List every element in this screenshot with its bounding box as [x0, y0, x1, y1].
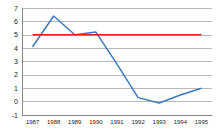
svg-text:1992: 1992 — [131, 119, 145, 125]
svg-text:1993: 1993 — [153, 119, 167, 125]
svg-text:4: 4 — [14, 45, 18, 52]
svg-text:1991: 1991 — [110, 119, 124, 125]
svg-text:1987: 1987 — [26, 119, 40, 125]
svg-text:1995: 1995 — [195, 119, 209, 125]
svg-text:2: 2 — [14, 71, 18, 78]
svg-text:7: 7 — [14, 5, 18, 12]
svg-text:5: 5 — [14, 31, 18, 38]
svg-text:-1: -1 — [12, 112, 18, 119]
svg-text:0: 0 — [14, 98, 18, 105]
svg-text:1: 1 — [14, 85, 18, 92]
svg-text:1990: 1990 — [89, 119, 103, 125]
svg-text:1988: 1988 — [47, 119, 61, 125]
svg-text:3: 3 — [14, 58, 18, 65]
svg-text:1989: 1989 — [68, 119, 82, 125]
svg-text:6: 6 — [14, 18, 18, 25]
svg-text:1994: 1994 — [174, 119, 188, 125]
